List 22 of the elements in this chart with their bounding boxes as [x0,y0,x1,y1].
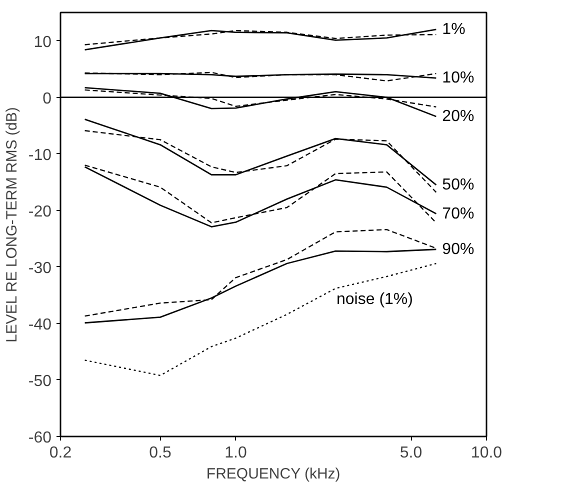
series-label: 50% [442,176,474,194]
x-tick-label: 5.0 [400,444,422,462]
y-tick-label: -50 [28,372,52,390]
x-tick-label: 10.0 [470,444,502,462]
y-tick-label: 10 [34,34,52,51]
y-tick-label: -30 [28,260,52,277]
x-tick-label: 1.0 [224,444,247,462]
series-label: 70% [442,205,474,222]
y-tick-label: -40 [28,316,52,334]
series-label: 20% [442,108,474,126]
y-tick-label: -60 [28,430,52,446]
y-axis-title: LEVEL RE LONG-TERM RMS (dB) [3,107,20,342]
series-label: 1% [442,20,466,38]
y-tick-label: -20 [28,203,52,220]
x-axis-title: FREQUENCY (kHz) [206,466,340,482]
x-tick-label: 0.2 [49,444,72,462]
y-tick-label: 0 [42,90,52,108]
annotation: noise (1%) [336,291,413,308]
x-tick-label: 0.5 [149,444,172,462]
series-label: 10% [442,70,474,87]
y-tick-label: -10 [28,146,52,164]
series-label: 90% [442,240,474,258]
